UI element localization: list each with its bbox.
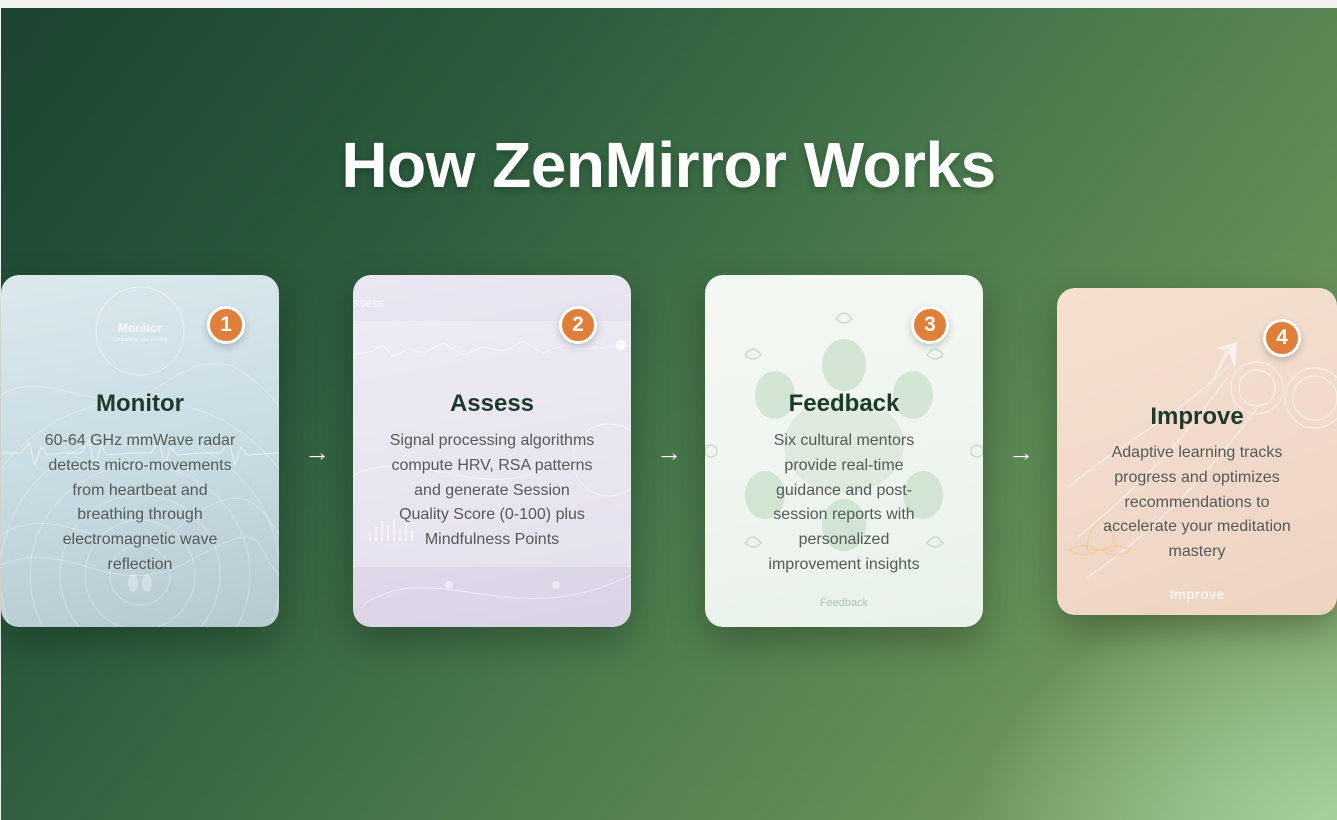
- step-card-improve[interactable]: Improve 4 Improve Adaptive learning trac…: [1057, 288, 1337, 615]
- step-title: Monitor: [96, 390, 184, 417]
- step-description: 60-64 GHz mmWave radar detects micro-mov…: [44, 432, 236, 573]
- monitor-illustration: [1, 275, 279, 627]
- page-title: How ZenMirror Works: [341, 129, 996, 201]
- step-title: Improve: [1150, 403, 1244, 430]
- monitor-illustration-label: Monitor: [118, 321, 162, 335]
- step-number-badge: 3: [911, 306, 949, 344]
- step-description: Signal processing algorithms compute HRV…: [389, 432, 595, 549]
- arrow-connector-1: →: [304, 437, 330, 467]
- assess-illustration-label: ssess: [353, 296, 384, 310]
- step-card-feedback[interactable]: Feedback 3 Feedback Six cultural mentors…: [705, 275, 983, 627]
- step-number-badge: 2: [559, 306, 597, 344]
- step-description: Six cultural mentors provide real-time g…: [768, 432, 920, 573]
- feedback-illustration: [705, 275, 983, 627]
- step-title: Feedback: [788, 390, 900, 417]
- step-card-monitor[interactable]: Monitor Contactless vital sensing 1 Moni…: [1, 275, 279, 627]
- step-card-assess[interactable]: ssess 2 Assess Signal processing algorit…: [353, 275, 631, 627]
- step-title: Assess: [449, 390, 535, 417]
- arrow-connector-2: →: [656, 437, 682, 467]
- assess-illustration: [353, 275, 631, 627]
- arrow-connector-3: →: [1008, 437, 1034, 467]
- improve-illustration-label: Improve: [1169, 586, 1225, 602]
- feedback-illustration-label: Feedback: [819, 597, 869, 609]
- step-number-badge: 4: [1263, 319, 1301, 357]
- improve-illustration: [1057, 288, 1337, 615]
- step-description: Adaptive learning tracks progress and op…: [1103, 444, 1291, 561]
- step-number-badge: 1: [207, 306, 245, 344]
- monitor-illustration-sublabel: Contactless vital sensing: [112, 337, 168, 343]
